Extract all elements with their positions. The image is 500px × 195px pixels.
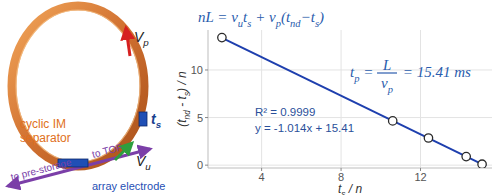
prestorage-label: to pre-storage [10,156,73,182]
vp-label: Vp [134,29,149,48]
point [218,33,226,41]
y-tick-label: 0 [197,159,203,171]
ring-inner [16,10,140,162]
grid-x [420,30,421,168]
grid-x [341,30,342,168]
ring [12,6,144,166]
period-denominator: vp [381,75,393,95]
y-tick-label: 10 [191,64,203,76]
vp-arrow [126,28,130,56]
chart: 48120510ts / n(tnd - ts) / nR² = 0.9999y… [175,30,492,195]
ring-label: cyclic IM [20,117,66,131]
fraction-bar [377,72,397,73]
x-tick-label: 4 [259,171,265,183]
period-lhs: tp = [350,64,377,84]
equation: nL = vuts + vp(tnd−ts) [198,9,324,29]
electrode-label: array electrode [92,180,165,192]
tof-label: to TOF [91,141,124,159]
y-tick-label: 5 [197,112,203,124]
y-tick [205,69,208,70]
y-axis-label: (tnd - ts) / n [175,71,192,127]
fit-line [220,37,486,166]
point [388,117,396,125]
x-tick-label: 12 [414,171,426,183]
x-axis [208,168,492,169]
grid-y [208,165,492,166]
point [462,152,470,160]
x-axis-label: ts / n [338,182,363,195]
period-rhs: = 15.41 ms [399,64,471,80]
fit-annotation: y = -1.014x + 15.41 [255,122,354,134]
vu-label: Vu [136,153,151,172]
ts-label: ts [151,111,162,130]
point [424,134,432,142]
fit-annotation: R² = 0.9999 [255,106,315,118]
y-tick [205,165,208,166]
figure: cyclic IMseparator Vp Vu ts array electrode t… [0,0,500,195]
ring-label: separator [20,131,71,145]
point [478,160,486,168]
data-layer [218,33,487,168]
grid-y [208,117,492,118]
diagram: cyclic IMseparator Vp Vu ts array electrode t… [8,6,165,192]
y-axis [208,30,209,168]
period-numerator: L [382,57,391,73]
ts-electrode [139,112,147,126]
y-tick [205,117,208,118]
grid-x [261,30,262,168]
